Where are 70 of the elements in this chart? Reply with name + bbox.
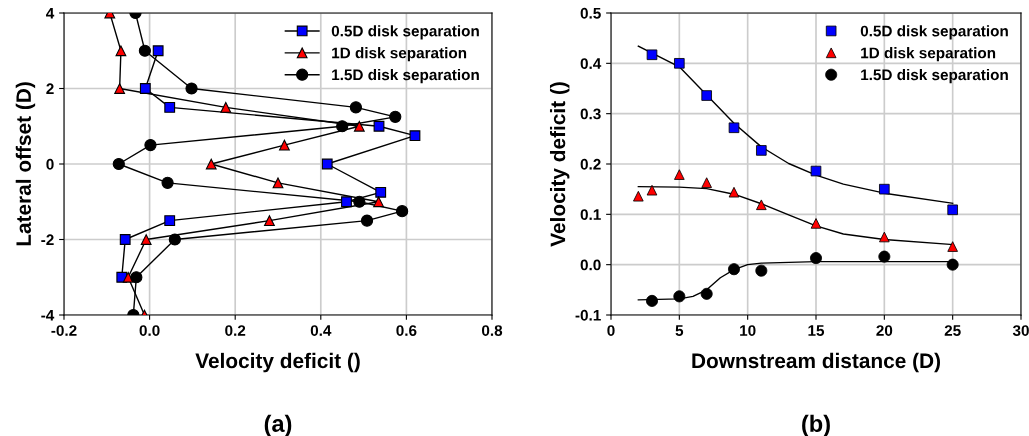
- y-tick-label: -4: [41, 310, 55, 321]
- point: [349, 101, 363, 114]
- x-tick-label: 0: [607, 325, 615, 336]
- y-tick-label: 0.2: [580, 158, 601, 170]
- point: [115, 45, 127, 57]
- y-tick-label: 0.4: [580, 58, 602, 70]
- x-axis-title: Downstream distance (D): [692, 352, 940, 373]
- text: (a): [264, 414, 292, 436]
- x-tick-label: 0.6: [396, 325, 417, 336]
- legend-label: 1.5D disk separation: [861, 68, 1008, 84]
- point: [341, 196, 352, 208]
- x-tick-label: 25: [944, 325, 961, 336]
- x-tick-label: 0.4: [310, 325, 332, 336]
- point: [205, 158, 217, 170]
- x-axis-title: Velocity deficit (): [195, 352, 360, 373]
- point: [373, 196, 384, 208]
- point: [138, 44, 152, 57]
- x-tick-label: 0.2: [225, 325, 246, 336]
- y-tick-label: 0.3: [580, 108, 601, 120]
- point: [164, 101, 176, 113]
- y-tick-label: -0.1: [575, 309, 601, 321]
- x-tick-label: 30: [1012, 325, 1029, 336]
- y-tick-label: 0.0: [580, 259, 601, 271]
- point: [389, 110, 402, 123]
- point: [336, 120, 349, 133]
- point: [168, 233, 181, 246]
- y-tick-label: 2: [46, 83, 54, 95]
- point: [353, 195, 366, 208]
- point: [161, 176, 174, 189]
- point: [152, 45, 164, 57]
- point: [272, 177, 284, 189]
- x-tick-label: 20: [876, 325, 893, 336]
- point: [360, 214, 374, 227]
- x-tick-label: 5: [675, 325, 684, 336]
- point: [353, 120, 365, 132]
- y-tick-label: 4: [46, 8, 55, 19]
- y-axis-title: Lateral offset (D): [15, 82, 36, 246]
- point: [396, 205, 409, 218]
- y-tick-label: 0: [46, 158, 54, 170]
- x-tick-label: -0.2: [51, 325, 77, 336]
- point: [409, 130, 421, 142]
- point: [220, 101, 232, 113]
- point: [114, 83, 126, 94]
- point: [375, 186, 387, 198]
- legend-label: 1.5D disk separation: [332, 68, 479, 84]
- point: [139, 83, 151, 94]
- point: [144, 139, 157, 152]
- point: [279, 139, 290, 151]
- legend-label: 0.5D disk separation: [331, 25, 479, 40]
- point: [112, 157, 125, 171]
- x-tick-label: 10: [740, 325, 756, 336]
- text: (b): [802, 414, 830, 436]
- x-tick-label: 0.0: [139, 325, 160, 336]
- point: [140, 234, 152, 245]
- point: [119, 234, 131, 245]
- y-tick-label: 0.5: [580, 7, 601, 19]
- legend-label: 0.5D disk separation: [860, 25, 1008, 40]
- y-tick-label: 0.1: [580, 209, 601, 221]
- point: [130, 271, 143, 284]
- y-tick-label: -2: [41, 234, 54, 246]
- legend-label: 1D disk separation: [861, 47, 996, 62]
- point: [164, 215, 176, 227]
- x-tick-label: 0.8: [481, 325, 503, 336]
- legend-label: 1D disk separation: [332, 47, 467, 62]
- x-tick-label: 15: [808, 325, 825, 336]
- point: [321, 158, 333, 170]
- point: [185, 82, 198, 95]
- y-axis-title: Velocity deficit (): [549, 82, 570, 247]
- point: [264, 215, 275, 227]
- point: [373, 120, 385, 132]
